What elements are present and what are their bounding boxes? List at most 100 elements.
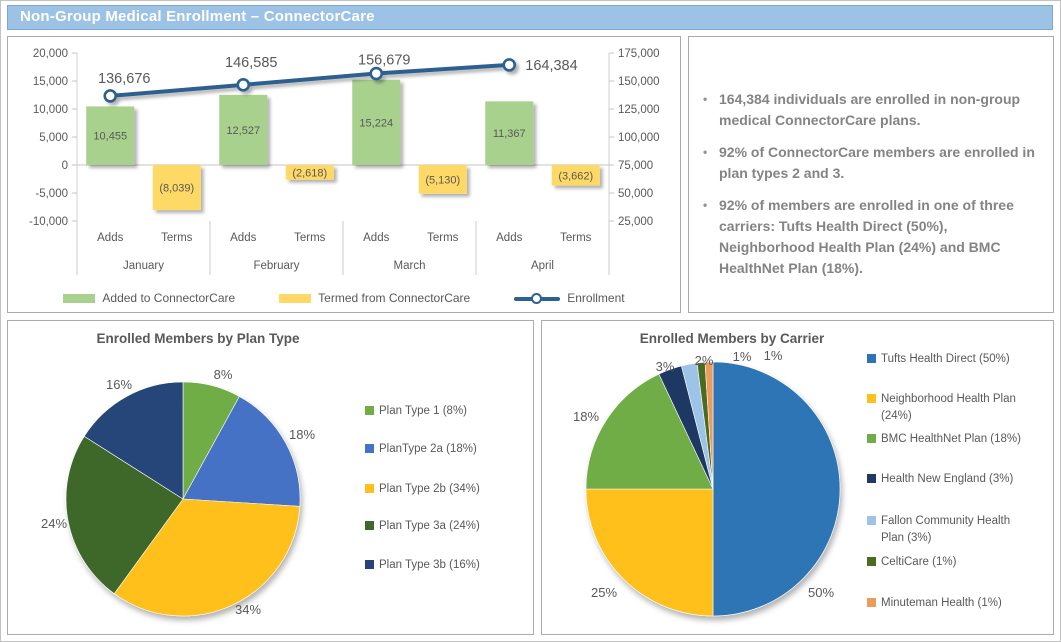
- carrier-pie-panel: Enrolled Members by Carrier 50% 25% 18% 3% 2…: [541, 320, 1054, 635]
- subcategory-label: Adds: [363, 232, 389, 244]
- right-axis-label: 150,000: [618, 76, 660, 88]
- subcategory-label: Adds: [97, 232, 123, 244]
- enrollment-data-label: 136,676: [98, 71, 150, 87]
- legend-swatch-icon: [867, 516, 876, 525]
- page-title: Non-Group Medical Enrollment – Connector…: [20, 8, 375, 25]
- pie-percent-label: 8%: [214, 367, 233, 382]
- summary-bullet: 164,384 individuals are enrolled in non-…: [703, 89, 1045, 131]
- bar-label-termed: (8,039): [159, 183, 194, 195]
- legend-label: Fallon Community Health Plan (3%): [881, 515, 1011, 544]
- subcategory-label: Adds: [496, 232, 522, 244]
- left-axis-label: 0: [62, 160, 68, 172]
- pie-group: [585, 361, 841, 617]
- legend-item: Plan Type 2b (34%): [365, 481, 480, 498]
- enrollment-data-label: 146,585: [225, 55, 277, 71]
- pie-slice: [585, 488, 714, 617]
- legend-swatch-icon: [867, 557, 876, 566]
- bullet-text: 164,384 individuals are enrolled in non-…: [719, 91, 1021, 128]
- bullet-icon: [703, 195, 719, 279]
- legend-swatch-icon: [867, 474, 876, 483]
- pie-slice: [65, 435, 184, 595]
- bar-termed-march: [418, 165, 467, 194]
- left-axis-label: -5,000: [35, 188, 68, 200]
- subcategory-label: Terms: [560, 232, 592, 244]
- pie-percent-label: 25%: [591, 585, 617, 600]
- carrier-chart-title: Enrolled Members by Carrier: [639, 331, 825, 346]
- bullet-icon: [703, 142, 719, 184]
- legend-label: BMC HealthNet Plan (18%): [881, 433, 1021, 445]
- subcategory-label: Terms: [294, 232, 326, 244]
- legend-item: Plan Type 3a (24%): [365, 518, 480, 535]
- title-bar: Non-Group Medical Enrollment – Connector…: [7, 5, 1053, 30]
- pie-slice: [113, 498, 301, 617]
- legend-label: Minuteman Health (1%): [881, 597, 1002, 609]
- month-label: January: [123, 260, 164, 272]
- legend-label-added: Added to ConnectorCare: [102, 291, 236, 305]
- enrollment-data-label: 156,679: [358, 53, 410, 69]
- summary-bullet: 92% of members are enrolled in one of th…: [703, 195, 1045, 279]
- legend-label-enrollment: Enrollment: [567, 291, 625, 305]
- bar-label-added: 10,455: [93, 131, 127, 143]
- bar-label-termed: (2,618): [292, 167, 327, 179]
- enrollment-trend-chart: 20,000 15,000 10,000 5,000 0 -5,000 -10,000 175…: [29, 48, 660, 275]
- bar-label-added: 11,367: [493, 128, 526, 140]
- pie-group: [65, 381, 301, 617]
- right-axis-label: 125,000: [618, 104, 660, 116]
- bar-label-added: 12,527: [226, 125, 260, 137]
- legend-label: CeltiCare (1%): [881, 556, 957, 568]
- pie-percent-label: 18%: [573, 409, 599, 424]
- trend-chart-legend: Added to ConnectorCare Termed from Conne…: [8, 291, 680, 305]
- legend-item: CeltiCare (1%): [867, 554, 956, 571]
- legend-item-added: Added to ConnectorCare: [63, 291, 235, 305]
- enrollment-trend-panel: 20,000 15,000 10,000 5,000 0 -5,000 -10,000 175…: [7, 36, 681, 313]
- enrollment-data-label: 164,384: [525, 58, 577, 74]
- subcategory-label: Adds: [230, 232, 256, 244]
- pie-percent-label: 50%: [808, 585, 834, 600]
- right-axis-label: 75,000: [618, 160, 653, 172]
- pie-slice: [704, 361, 714, 490]
- pie-percent-label: 1%: [764, 348, 783, 363]
- summary-panel: 164,384 individuals are enrolled in non-…: [688, 36, 1054, 313]
- bar-label-termed: (5,130): [425, 174, 460, 186]
- bar-termed-april: [551, 165, 600, 186]
- bar-added-january: [86, 106, 135, 165]
- pie-percent-label: 1%: [733, 349, 752, 364]
- subcategory-label: Terms: [427, 232, 459, 244]
- pie-percent-label: 18%: [289, 427, 315, 442]
- legend-item: BMC HealthNet Plan (18%): [867, 431, 1021, 448]
- legend-label: Plan Type 1 (8%): [379, 405, 468, 417]
- right-axis-label: 50,000: [618, 188, 653, 200]
- legend-item: Minuteman Health (1%): [867, 595, 1002, 612]
- legend-swatch-icon: [365, 444, 374, 453]
- month-label: March: [394, 260, 426, 272]
- termed-swatch-icon: [279, 293, 312, 303]
- legend-label: Plan Type 3b (16%): [379, 559, 480, 571]
- right-axis-label: 100,000: [618, 132, 660, 144]
- legend-item-termed: Termed from ConnectorCare: [279, 291, 470, 305]
- added-swatch-icon: [63, 293, 96, 303]
- legend-swatch-icon: [365, 406, 374, 415]
- legend-label-termed: Termed from ConnectorCare: [318, 291, 471, 305]
- pie-slice: [182, 396, 301, 507]
- carrier-pie-chart: 50% 25% 18% 3% 2% 1% 1%: [573, 348, 841, 617]
- legend-label: Tufts Health Direct (50%): [881, 353, 1010, 365]
- bar-termed-february: [285, 165, 334, 180]
- bar-added-february: [219, 94, 268, 165]
- right-axis-label: 175,000: [618, 48, 660, 60]
- legend-item-enrollment: Enrollment: [514, 291, 625, 305]
- left-axis-label: 20,000: [33, 48, 68, 60]
- summary-bullet: 92% of ConnectorCare members are enrolle…: [703, 142, 1045, 184]
- right-axis-label: 25,000: [618, 216, 653, 228]
- line-marker: [236, 78, 251, 92]
- legend-item: Plan Type 1 (8%): [365, 403, 467, 420]
- enrollment-line-group: [103, 58, 517, 103]
- plan-type-pie-chart: 8% 18% 34% 24% 16%: [41, 367, 315, 617]
- pie-slice: [712, 361, 841, 617]
- legend-swatch-icon: [867, 434, 876, 443]
- bullet-icon: [703, 89, 719, 131]
- bar-added-march: [352, 79, 401, 165]
- subcategory-label: Terms: [161, 232, 193, 244]
- legend-swatch-icon: [365, 484, 374, 493]
- line-marker: [502, 58, 517, 72]
- month-label: April: [531, 260, 554, 272]
